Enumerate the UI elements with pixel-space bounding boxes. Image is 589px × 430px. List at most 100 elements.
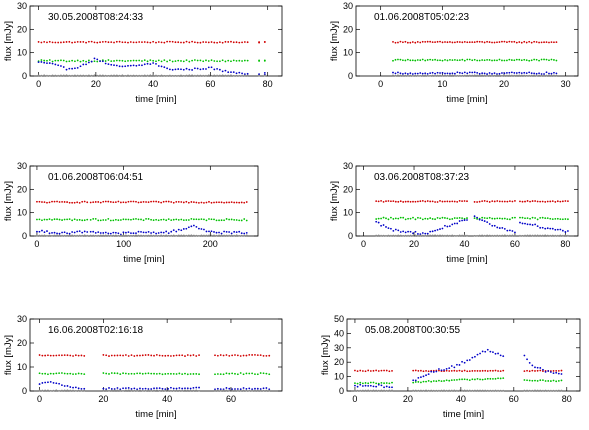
data-point xyxy=(473,201,476,203)
data-point xyxy=(93,41,96,44)
data-point xyxy=(239,372,242,374)
data-point xyxy=(228,218,231,221)
data-point xyxy=(458,71,461,74)
data-point xyxy=(122,234,125,237)
data-point xyxy=(182,60,185,63)
data-point xyxy=(38,234,41,237)
data-point xyxy=(518,71,521,74)
data-point xyxy=(167,218,170,221)
data-point xyxy=(58,234,61,237)
data-point xyxy=(553,71,555,74)
data-point xyxy=(550,58,553,61)
data-point xyxy=(125,201,127,204)
data-point xyxy=(238,234,241,237)
data-point xyxy=(180,218,183,221)
data-point xyxy=(496,234,499,237)
data-point xyxy=(158,354,161,357)
data-point xyxy=(60,59,62,62)
data-point xyxy=(427,389,430,392)
data-point xyxy=(68,232,71,235)
data-point xyxy=(124,389,127,392)
data-point xyxy=(556,217,559,220)
data-point xyxy=(519,221,521,224)
data-point xyxy=(92,218,95,220)
data-point xyxy=(203,234,205,237)
data-point xyxy=(539,216,542,219)
data-point xyxy=(391,389,393,392)
data-point xyxy=(215,234,218,237)
data-point xyxy=(392,74,394,77)
data-point xyxy=(560,373,563,375)
data-point xyxy=(369,381,372,384)
data-point xyxy=(419,59,422,62)
data-point xyxy=(140,218,142,221)
data-point xyxy=(406,73,409,75)
data-point xyxy=(463,59,466,62)
data-point xyxy=(74,354,77,357)
data-point xyxy=(114,234,117,237)
data-point xyxy=(187,219,190,221)
data-point xyxy=(228,354,231,357)
y-tick-label: 20 xyxy=(17,24,27,34)
data-point xyxy=(534,200,537,202)
data-point xyxy=(546,227,549,230)
data-point xyxy=(136,389,139,392)
data-point xyxy=(493,59,496,62)
data-point xyxy=(127,64,129,67)
data-point xyxy=(473,58,476,61)
data-point xyxy=(225,372,228,375)
data-point xyxy=(466,72,469,75)
series-2 xyxy=(36,217,248,222)
data-point xyxy=(414,72,417,75)
data-point xyxy=(429,40,432,43)
data-point xyxy=(108,355,110,357)
data-point xyxy=(429,58,432,61)
data-point xyxy=(141,74,143,77)
data-point xyxy=(81,200,84,203)
data-point xyxy=(483,72,486,75)
data-point xyxy=(434,74,436,77)
data-point xyxy=(223,230,225,233)
data-point xyxy=(402,201,405,203)
data-point xyxy=(554,234,557,237)
data-point xyxy=(118,40,121,43)
data-point xyxy=(147,354,150,356)
data-point xyxy=(66,234,68,237)
data-point xyxy=(491,74,493,77)
y-tick-label: 20 xyxy=(334,357,344,367)
data-point xyxy=(130,389,133,392)
data-point xyxy=(144,354,147,356)
data-point xyxy=(394,234,397,237)
data-point xyxy=(46,201,48,204)
data-point xyxy=(449,74,451,77)
data-point xyxy=(110,354,113,357)
data-point xyxy=(43,234,46,237)
data-point xyxy=(446,225,449,228)
data-point xyxy=(448,234,451,237)
data-point xyxy=(163,66,166,69)
data-point xyxy=(547,370,550,372)
data-point xyxy=(199,41,202,44)
data-point xyxy=(140,201,142,204)
data-point xyxy=(513,74,516,77)
data-point xyxy=(162,200,165,203)
data-point xyxy=(503,72,506,75)
data-point xyxy=(453,369,456,372)
data-point xyxy=(104,60,107,62)
series-4 xyxy=(38,389,271,392)
data-point xyxy=(538,74,540,77)
data-point xyxy=(150,218,152,221)
data-point xyxy=(182,234,185,237)
data-point xyxy=(380,389,383,392)
data-point xyxy=(419,74,422,77)
data-point xyxy=(380,369,383,372)
data-point xyxy=(486,348,489,351)
data-point xyxy=(61,372,63,374)
data-point xyxy=(165,234,168,237)
data-point xyxy=(213,68,216,71)
data-point xyxy=(228,201,231,204)
data-point xyxy=(426,218,429,220)
data-point xyxy=(157,74,160,77)
data-point xyxy=(153,387,155,390)
